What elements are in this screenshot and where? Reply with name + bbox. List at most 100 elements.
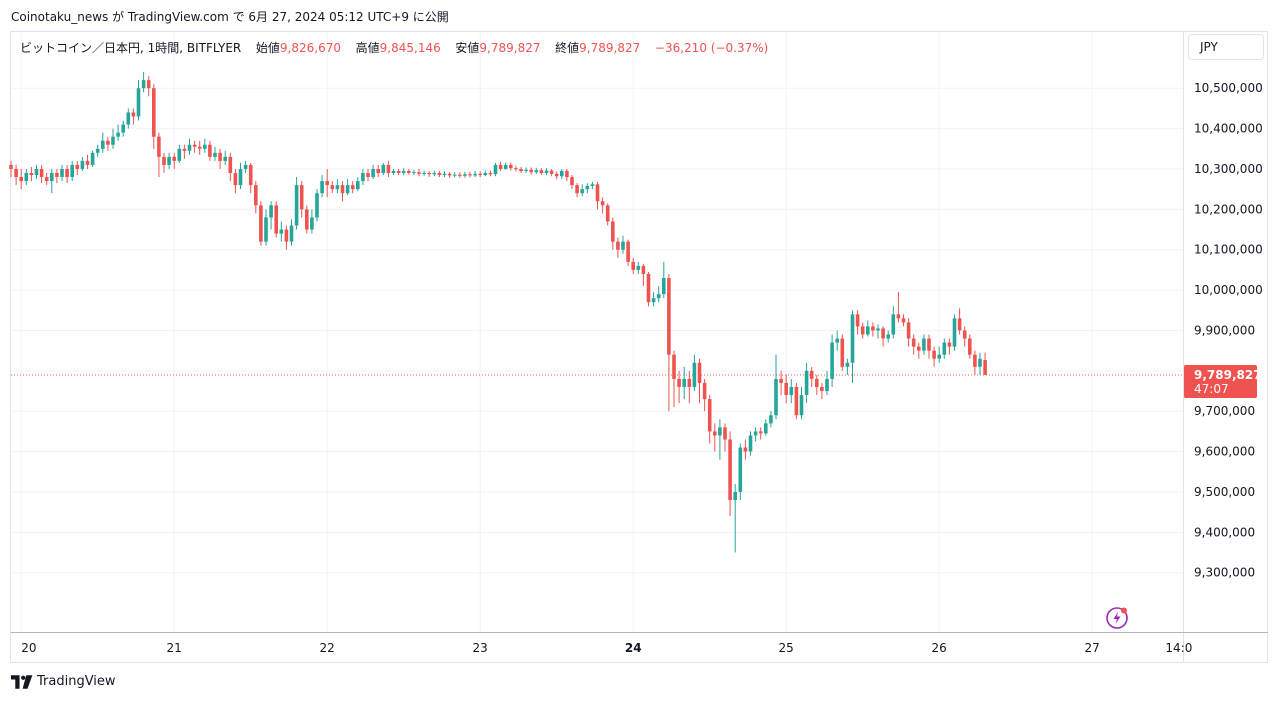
candle-body bbox=[407, 170, 411, 174]
candle-body bbox=[248, 164, 253, 186]
candle-body bbox=[799, 395, 804, 416]
candle-body bbox=[667, 277, 671, 355]
candle-body bbox=[412, 172, 416, 174]
candle-body bbox=[182, 148, 187, 151]
y-tick-label: 10,400,000 bbox=[1194, 122, 1263, 136]
chart-frame[interactable] bbox=[10, 31, 1268, 663]
candle-body bbox=[544, 170, 549, 174]
candle-body bbox=[585, 185, 590, 190]
candle-body bbox=[468, 174, 472, 176]
candle-body bbox=[952, 318, 957, 347]
candle-body bbox=[968, 338, 972, 355]
x-tick-label: 25 bbox=[779, 641, 794, 655]
candle-body bbox=[157, 136, 161, 157]
candle-body bbox=[580, 189, 584, 194]
x-tick-label: 14:0 bbox=[1165, 641, 1192, 655]
candle-body bbox=[269, 205, 273, 218]
candle-body bbox=[570, 177, 574, 186]
candle-body bbox=[371, 168, 375, 178]
candle-body bbox=[417, 172, 421, 174]
candle-body bbox=[957, 318, 962, 331]
low-value: 9,789,827 bbox=[479, 41, 541, 55]
symbol-name: ビットコイン／日本円, 1時間, BITFLYER bbox=[20, 41, 242, 55]
x-tick-label: 21 bbox=[167, 641, 182, 655]
candle-body bbox=[458, 174, 462, 176]
candle-body bbox=[565, 170, 569, 178]
candle-body bbox=[366, 173, 370, 178]
time-axis: 20 21 22 23 24 25 26 27 14:0 bbox=[11, 632, 1268, 655]
chart-grid bbox=[11, 32, 1183, 632]
candle-body bbox=[335, 185, 340, 190]
candle-body bbox=[121, 124, 125, 133]
candle-body bbox=[264, 217, 268, 242]
candle-body bbox=[141, 80, 146, 89]
candle-body bbox=[697, 362, 702, 383]
candle-body bbox=[616, 241, 620, 250]
currency-button[interactable]: JPY bbox=[1188, 34, 1264, 60]
candle-body bbox=[55, 173, 59, 178]
candle-body bbox=[50, 173, 54, 182]
symbol-legend: ビットコイン／日本円, 1時間, BITFLYER 始値9,826,670 高値… bbox=[20, 39, 768, 56]
candle-body bbox=[203, 144, 207, 149]
candle-body bbox=[871, 326, 875, 331]
candle-body bbox=[748, 435, 753, 452]
candle-body bbox=[830, 342, 834, 379]
lightning-icon[interactable] bbox=[1105, 606, 1129, 630]
candle-body bbox=[422, 173, 426, 175]
candle-body bbox=[769, 415, 773, 424]
high-label: 高値 bbox=[355, 41, 380, 55]
candle-body bbox=[764, 423, 768, 434]
candle-body bbox=[713, 431, 717, 436]
footer: TradingView bbox=[11, 674, 116, 689]
candle-body bbox=[850, 314, 855, 363]
candle-body bbox=[549, 170, 554, 174]
candle-body bbox=[85, 160, 90, 165]
candle-body bbox=[794, 386, 799, 416]
candle-body bbox=[315, 193, 319, 218]
candle-body bbox=[116, 132, 120, 137]
candle-body bbox=[350, 185, 355, 190]
candle-body bbox=[779, 378, 783, 383]
candle-body bbox=[891, 314, 896, 335]
candle-body bbox=[254, 185, 258, 206]
candle-body bbox=[65, 168, 69, 178]
candle-body bbox=[345, 185, 350, 194]
candle-body bbox=[600, 201, 605, 206]
y-tick-label: 9,500,000 bbox=[1194, 485, 1255, 499]
footer-brand: TradingView bbox=[37, 674, 116, 689]
candle-body bbox=[845, 362, 850, 367]
candle-body bbox=[39, 168, 44, 178]
candle-body bbox=[197, 146, 202, 149]
low-label: 安値 bbox=[455, 41, 480, 55]
candle-body bbox=[937, 354, 941, 359]
candle-body bbox=[442, 173, 447, 176]
candle-body bbox=[391, 170, 396, 174]
candle-body bbox=[677, 378, 681, 387]
y-tick-label: 10,300,000 bbox=[1194, 162, 1263, 176]
candle-body bbox=[932, 350, 936, 359]
candle-body bbox=[605, 205, 610, 222]
price-axis: 10,500,000 10,400,000 10,300,000 10,200,000… bbox=[1183, 32, 1263, 662]
candle-body bbox=[90, 152, 95, 165]
candle-body bbox=[784, 382, 788, 396]
y-tick-label: 9,400,000 bbox=[1194, 525, 1255, 539]
candle-body bbox=[922, 338, 926, 351]
candle-body bbox=[651, 298, 656, 303]
candle-body bbox=[743, 447, 748, 452]
candle-body bbox=[218, 152, 222, 161]
candle-body bbox=[774, 378, 778, 416]
candle-body bbox=[70, 164, 74, 178]
x-tick-label: 20 bbox=[21, 641, 36, 655]
candle-body bbox=[177, 148, 182, 161]
candle-body bbox=[611, 221, 615, 242]
candle-body bbox=[131, 112, 136, 117]
candle-body bbox=[14, 168, 18, 178]
candle-body bbox=[473, 173, 477, 176]
candle-body bbox=[682, 378, 686, 387]
candle-body bbox=[820, 386, 824, 392]
candle-body bbox=[815, 378, 819, 387]
candle-body bbox=[305, 209, 309, 230]
candle-body bbox=[855, 314, 860, 327]
candle-body bbox=[514, 168, 518, 170]
